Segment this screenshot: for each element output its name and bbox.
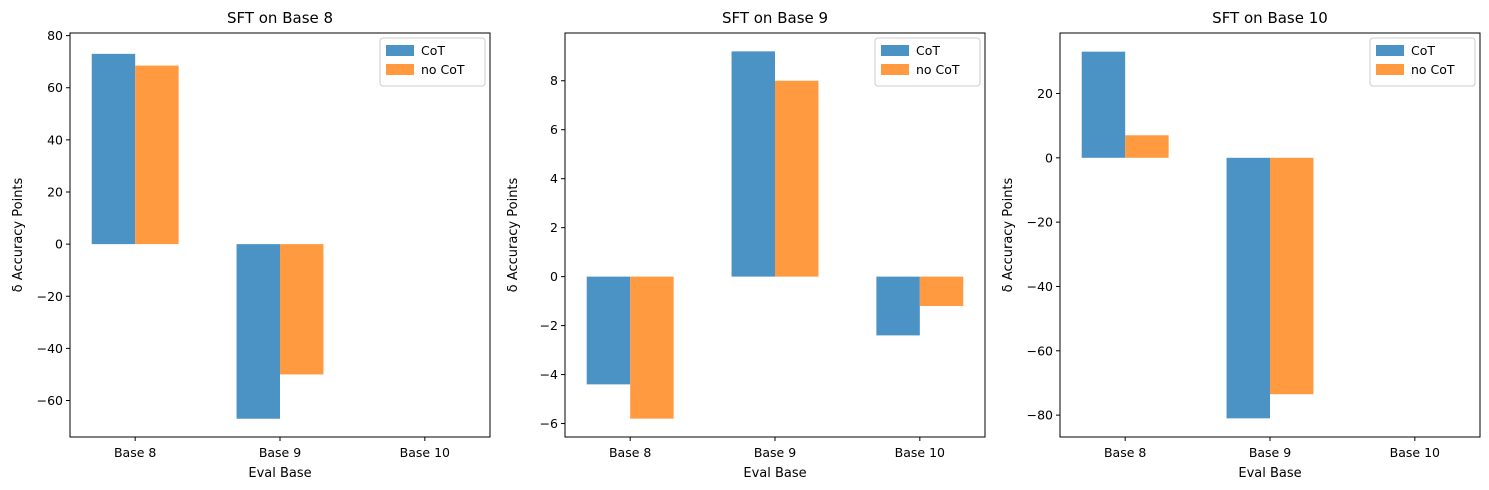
y-tick-label: −2 — [540, 318, 558, 333]
legend: CoT no CoT — [1369, 37, 1476, 87]
x-tick-label: Base 8 — [1104, 445, 1146, 460]
y-tick-label: 0 — [55, 237, 63, 252]
bar-no-cot-base-9 — [280, 244, 324, 375]
y-tick-label: −40 — [37, 341, 63, 356]
legend-label: no CoT — [1411, 62, 1455, 77]
x-tick-label: Base 9 — [1249, 445, 1291, 460]
y-tick-label: 4 — [550, 171, 558, 186]
bar-no-cot-base-8 — [1125, 135, 1169, 158]
legend-label: CoT — [916, 43, 940, 58]
y-tick-label: 0 — [550, 269, 558, 284]
y-tick-label: −80 — [1027, 408, 1053, 423]
y-tick-label: 8 — [550, 73, 558, 88]
x-tick-label: Base 10 — [400, 445, 450, 460]
x-tick-label: Base 10 — [1390, 445, 1440, 460]
legend-label: CoT — [421, 43, 445, 58]
bar-cot-base-8 — [1081, 51, 1126, 158]
legend-swatch-no-cot — [386, 64, 414, 75]
x-tick-label: Base 9 — [754, 445, 796, 460]
bar-cot-base-8 — [586, 276, 631, 385]
chart-panel-3: −80 −60 −40 −20 0 20 Base 8 Base 9 Base 10 SFT on… — [1001, 9, 1481, 481]
y-tick-label: 80 — [47, 28, 63, 43]
y-tick-label: −20 — [37, 289, 63, 304]
chart-panel-2: −6 −4 −2 0 2 4 6 8 Base 8 Base 9 Base 10 SFT on Bas… — [506, 9, 986, 481]
legend-swatch-no-cot — [881, 64, 909, 75]
x-axis-label: Eval Base — [1238, 466, 1301, 481]
y-tick-label: −60 — [37, 393, 63, 408]
legend-swatch-cot — [1376, 45, 1404, 56]
y-tick-label: −40 — [1027, 279, 1053, 294]
x-axis-label: Eval Base — [743, 466, 806, 481]
bar-cot-base-8 — [91, 53, 136, 245]
legend: CoT no CoT — [379, 37, 486, 87]
x-tick-label: Base 9 — [259, 445, 301, 460]
legend-swatch-no-cot — [1376, 64, 1404, 75]
y-tick-label: 20 — [47, 184, 63, 199]
y-axis-label: δ Accuracy Points — [1001, 177, 1016, 292]
bar-no-cot-base-9 — [775, 80, 819, 277]
y-tick-label: −4 — [540, 367, 558, 382]
y-axis-label: δ Accuracy Points — [11, 177, 26, 292]
y-tick-label: 20 — [1037, 86, 1053, 101]
chart-title: SFT on Base 10 — [1212, 9, 1328, 27]
y-axis-label: δ Accuracy Points — [506, 177, 521, 292]
y-tick-label: 60 — [47, 80, 63, 95]
bar-cot-base-9 — [236, 244, 280, 419]
bar-cot-base-9 — [1226, 157, 1270, 419]
y-tick-label: 6 — [550, 122, 558, 137]
bar-no-cot-base-8 — [135, 65, 179, 245]
bar-no-cot-base-9 — [1270, 157, 1314, 395]
x-tick-label: Base 8 — [114, 445, 156, 460]
bar-no-cot-base-10 — [919, 276, 964, 307]
bar-cot-base-10 — [876, 276, 920, 336]
x-tick-label: Base 8 — [609, 445, 651, 460]
x-axis-label: Eval Base — [248, 466, 311, 481]
y-tick-label: −60 — [1027, 343, 1053, 358]
chart-title: SFT on Base 9 — [722, 9, 828, 27]
legend-swatch-cot — [386, 45, 414, 56]
legend-label: no CoT — [916, 62, 960, 77]
y-tick-label: 2 — [550, 220, 558, 235]
legend: CoT no CoT — [874, 37, 981, 87]
y-tick-label: 40 — [47, 132, 63, 147]
y-tick-label: −6 — [540, 416, 558, 431]
legend-swatch-cot — [881, 45, 909, 56]
legend-label: no CoT — [421, 62, 465, 77]
chart-panel-1: −60 −40 −20 0 20 40 60 80 Base 8 Base 9 Base 10 SFT… — [11, 9, 491, 481]
x-tick-label: Base 10 — [895, 445, 945, 460]
chart-title: SFT on Base 8 — [227, 9, 333, 27]
y-tick-label: 0 — [1045, 150, 1053, 165]
bar-cot-base-9 — [731, 51, 775, 277]
legend-label: CoT — [1411, 43, 1435, 58]
y-tick-label: −20 — [1027, 215, 1053, 230]
bar-no-cot-base-8 — [630, 276, 674, 419]
